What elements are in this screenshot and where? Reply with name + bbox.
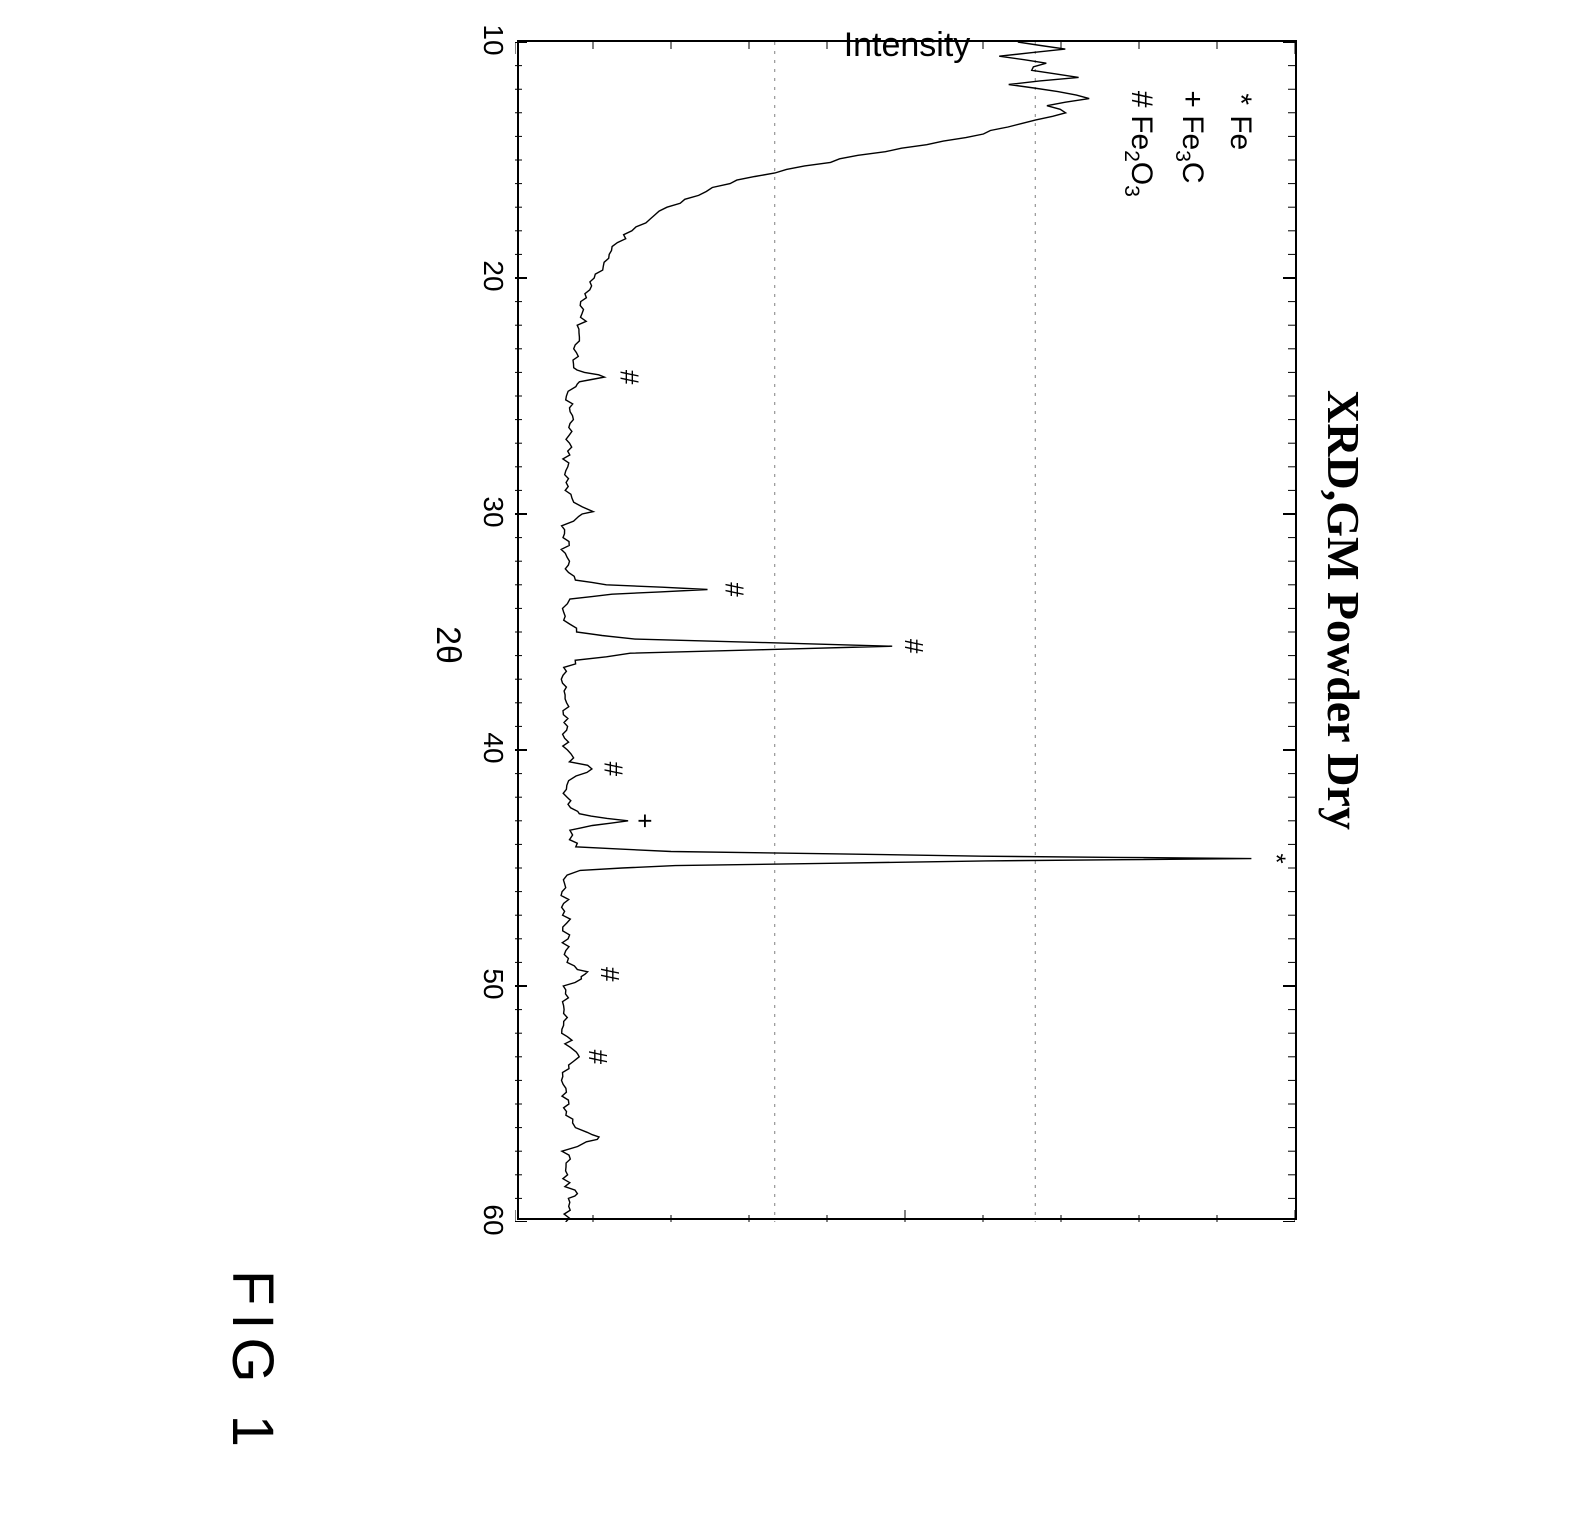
legend-item: # Fe2O3 xyxy=(1115,89,1166,197)
chart-title: XRD,GM Powder Dry xyxy=(1317,0,1370,1250)
peak-marker: # xyxy=(720,582,750,597)
peak-marker: * xyxy=(1262,853,1292,863)
figure-caption: FIG 1 xyxy=(219,1270,286,1455)
legend: * Fe+ Fe3C# Fe2O3 xyxy=(1115,89,1264,197)
x-tick-label: 60 xyxy=(477,1204,509,1235)
x-tick-label: 40 xyxy=(477,732,509,763)
peak-marker: # xyxy=(595,967,625,982)
plot-area: *####+## *Fe+Fe3C#Fe2O3 Intensity xyxy=(517,40,1297,1220)
legend-item: + Fe3C xyxy=(1165,89,1216,197)
legend-symbol: * xyxy=(1216,89,1264,109)
peak-marker: # xyxy=(899,639,929,654)
figure-rotated-container: XRD,GM Powder Dry *####+## *Fe+Fe3C#Fe2O… xyxy=(270,0,1370,1250)
legend-symbol: + xyxy=(1168,89,1216,109)
peak-marker: # xyxy=(583,1050,613,1065)
x-tick-label: 50 xyxy=(477,968,509,999)
peak-marker: # xyxy=(599,762,629,777)
legend-label: Fe2O3 xyxy=(1115,115,1166,197)
x-tick-label: 10 xyxy=(477,24,509,55)
legend-symbol: # xyxy=(1117,89,1165,109)
x-tick-label: 30 xyxy=(477,496,509,527)
peak-marker: # xyxy=(614,370,644,385)
peak-marker: + xyxy=(630,813,660,828)
xrd-spectrum-svg: *####+## xyxy=(515,42,1295,1222)
legend-label: Fe xyxy=(1216,115,1264,150)
x-tick-label: 20 xyxy=(477,260,509,291)
x-axis-label: 2θ xyxy=(433,626,467,664)
plot-frame: *####+## *Fe+Fe3C#Fe2O3 Intensity 2θ 102… xyxy=(517,40,1297,1250)
legend-label: Fe3C xyxy=(1165,115,1216,183)
y-axis-label: Intensity xyxy=(844,26,971,65)
legend-item: * Fe xyxy=(1216,89,1264,197)
